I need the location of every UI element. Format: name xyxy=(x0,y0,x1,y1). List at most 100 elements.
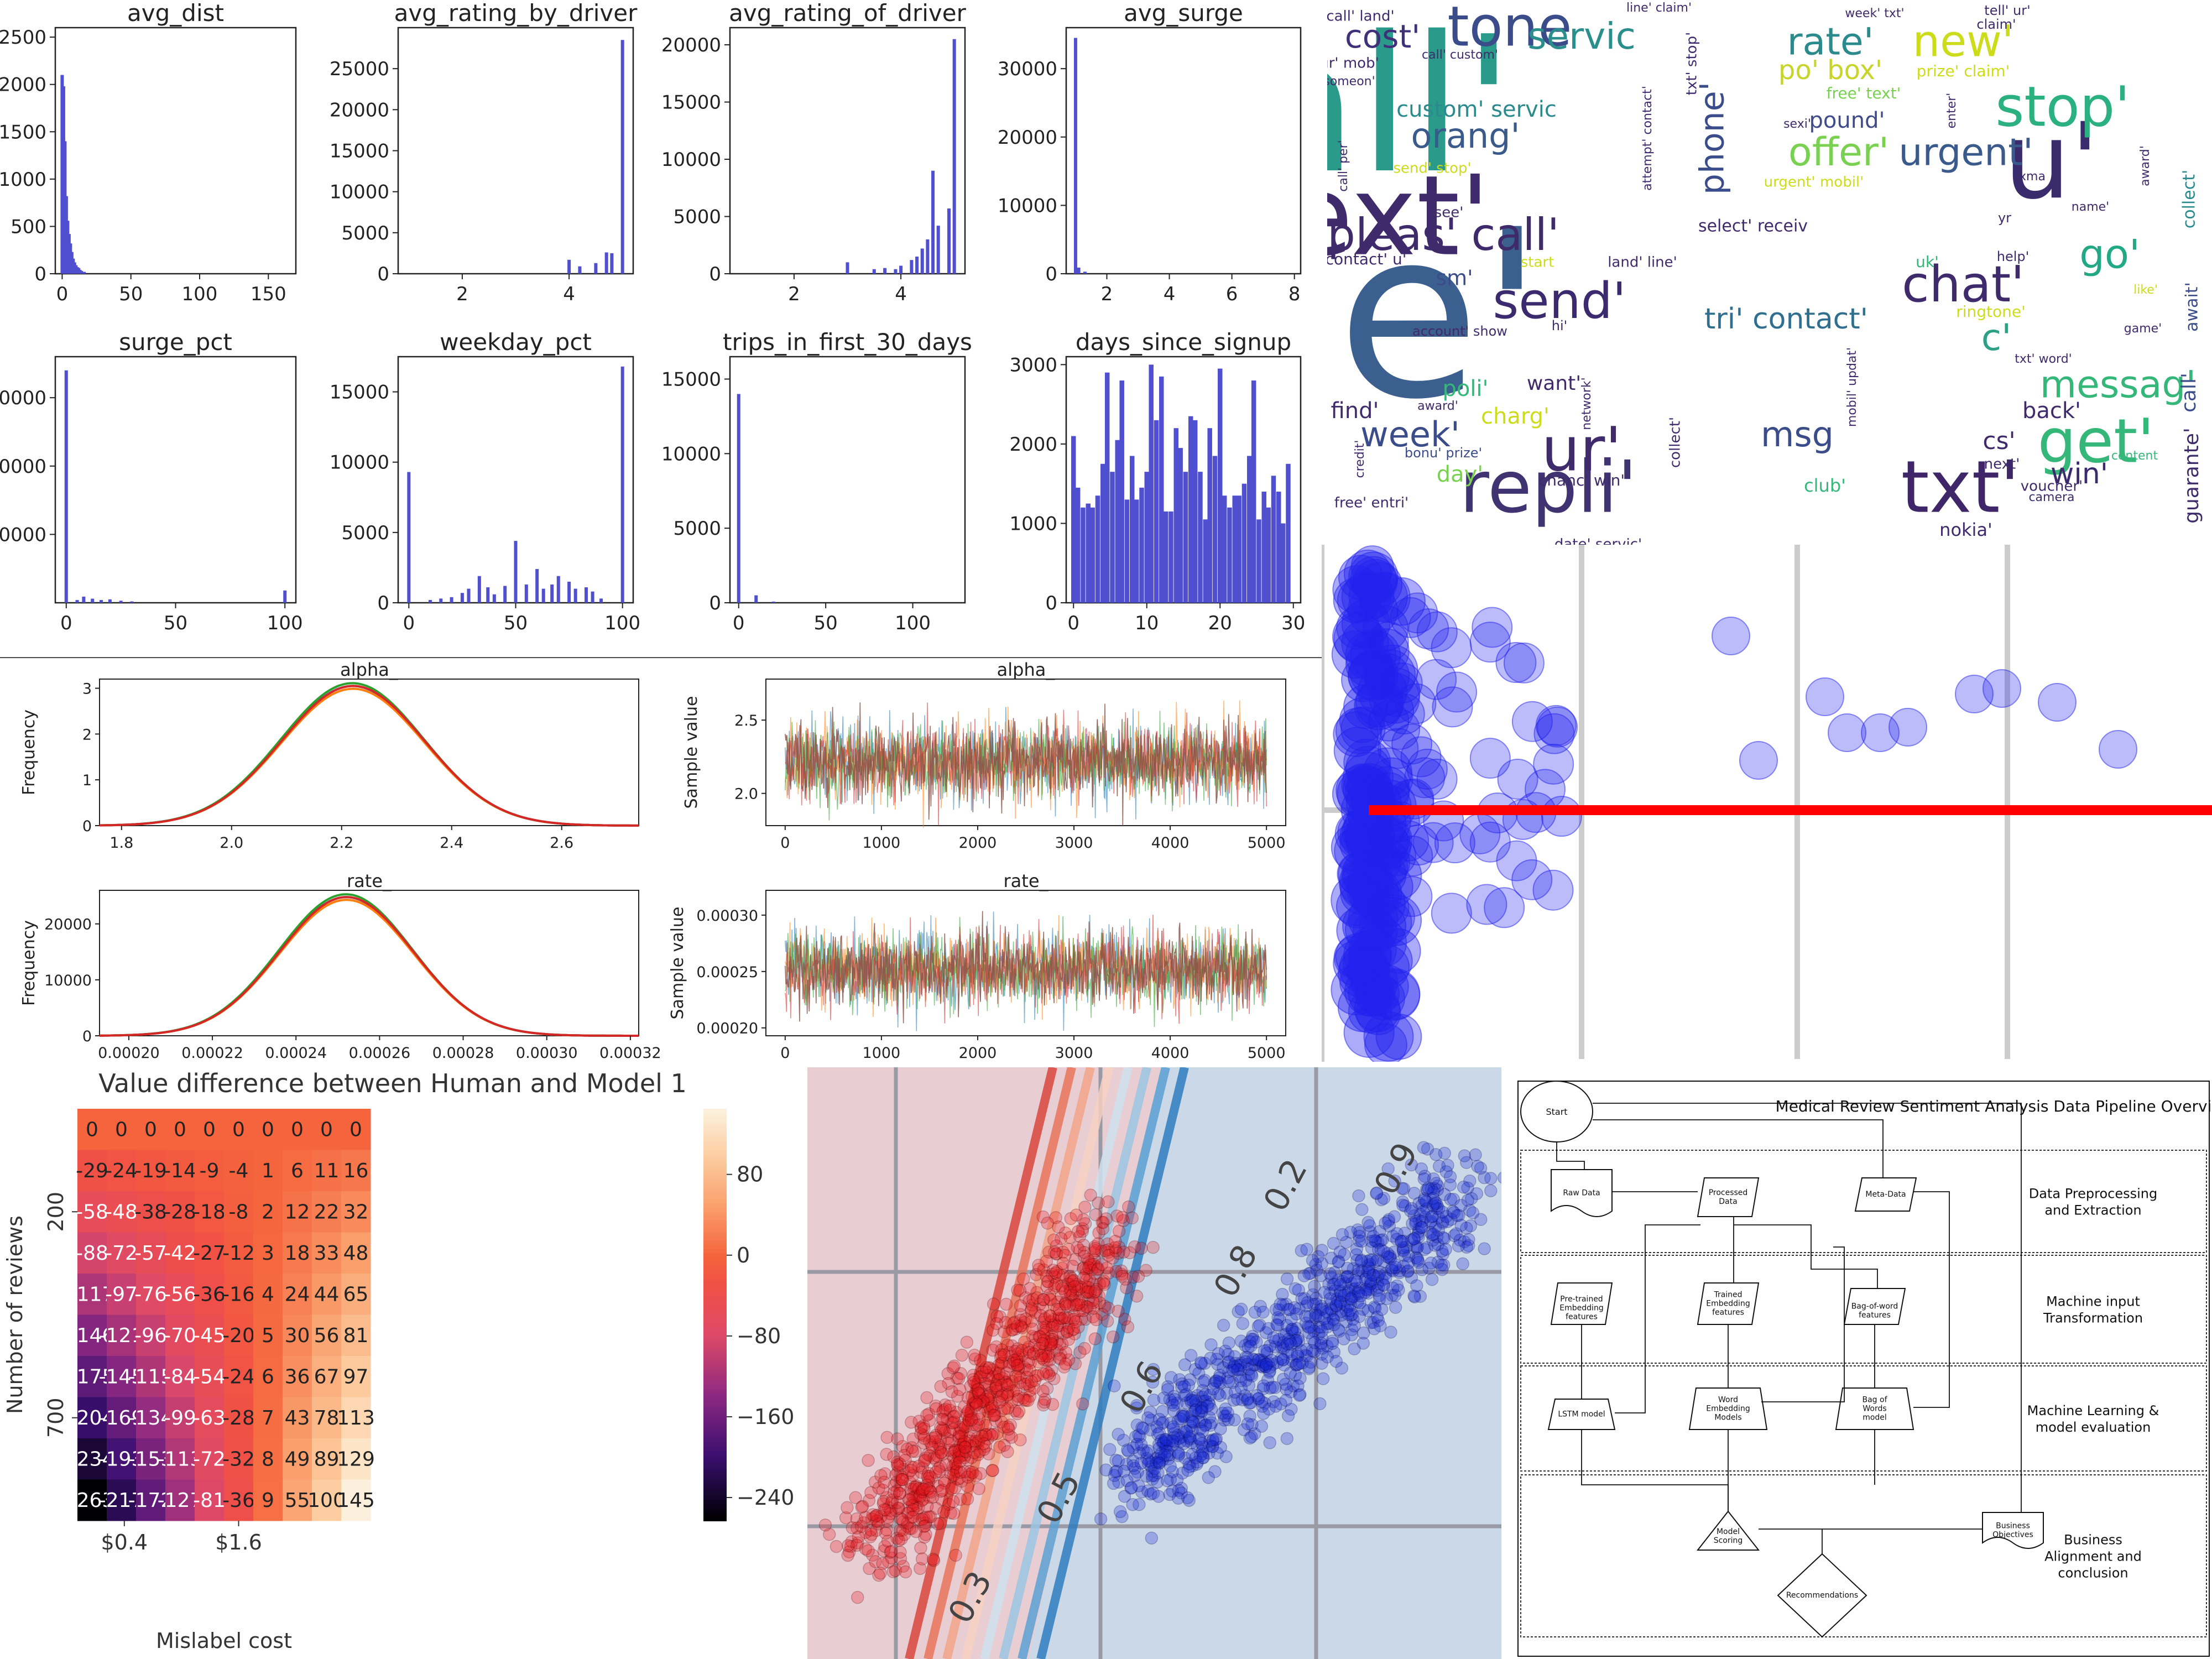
class-1-point xyxy=(1389,1301,1402,1314)
class-1-point xyxy=(1167,1404,1181,1417)
word-cloud-word: want' xyxy=(1527,372,1581,395)
class-0-point xyxy=(1099,1244,1112,1258)
heatmap-cell-label: 0 xyxy=(86,1118,98,1141)
class-1-point xyxy=(1291,1347,1304,1360)
class-1-point xyxy=(1267,1331,1280,1344)
class-0-point xyxy=(1065,1284,1078,1297)
class-0-point xyxy=(929,1399,942,1413)
lstm-model-node xyxy=(1547,1399,1616,1430)
histogram-bar xyxy=(1241,483,1247,603)
class-1-point xyxy=(1112,1427,1125,1441)
class-1-point xyxy=(1248,1353,1261,1366)
decision-boundary-plot: 0.2 0.90.80.60.50.3 xyxy=(807,1067,1501,1659)
class-1-point xyxy=(1373,1289,1386,1302)
histogram-title: avg_rating_of_driver xyxy=(729,0,966,27)
class-1-point xyxy=(1159,1433,1173,1447)
class-0-point xyxy=(1048,1270,1061,1284)
class-1-point xyxy=(1279,1378,1292,1391)
class-1-point xyxy=(1314,1337,1328,1350)
histogram-bar xyxy=(883,268,887,274)
bubble xyxy=(1739,741,1778,780)
class-0-point xyxy=(1056,1245,1070,1259)
class-0-point xyxy=(938,1477,951,1490)
class-1-point xyxy=(1141,1484,1155,1498)
class-1-point xyxy=(1344,1292,1358,1306)
colorbar-segment xyxy=(703,1318,727,1324)
class-1-point xyxy=(1347,1282,1360,1296)
class-0-point xyxy=(957,1418,970,1432)
class-1-point xyxy=(1246,1333,1260,1346)
class-0-point xyxy=(1079,1273,1093,1287)
class-0-point xyxy=(1011,1284,1024,1297)
class-1-point xyxy=(1336,1275,1350,1288)
class-0-point xyxy=(864,1486,878,1499)
class-0-point xyxy=(1062,1353,1076,1366)
class-0-point xyxy=(887,1450,900,1464)
class-0-point xyxy=(967,1375,981,1389)
y-tick-label: 200 xyxy=(44,1192,68,1232)
word-cloud-word: credit' xyxy=(1353,440,1367,478)
class-0-point xyxy=(1082,1281,1095,1294)
class-0-point xyxy=(1001,1388,1015,1401)
class-0-point xyxy=(922,1481,936,1495)
model-scoring-node xyxy=(1696,1510,1760,1551)
class-0-point xyxy=(905,1511,918,1524)
heatmap-cell-label: 8 xyxy=(262,1448,274,1470)
class-1-point xyxy=(1308,1307,1322,1320)
probability-contour xyxy=(1036,1067,1189,1659)
class-1-point xyxy=(1210,1374,1223,1387)
class-1-point xyxy=(1228,1413,1241,1427)
bubble xyxy=(1469,738,1511,779)
colorbar-segment xyxy=(703,1121,727,1126)
class-1-point xyxy=(1302,1326,1316,1339)
class-0-point xyxy=(995,1389,1008,1402)
class-1-point xyxy=(1256,1305,1270,1319)
class-1-point xyxy=(1390,1279,1404,1293)
class-0-point xyxy=(1045,1267,1059,1281)
class-1-point xyxy=(1327,1237,1340,1250)
histogram-bar xyxy=(894,269,898,274)
class-0-point xyxy=(900,1442,914,1456)
class-0-point xyxy=(994,1357,1008,1370)
heatmap-cell xyxy=(253,1150,283,1192)
class-1-point xyxy=(1321,1350,1334,1364)
class-0-point xyxy=(952,1443,966,1457)
y-axis-label: Frequency xyxy=(19,709,39,795)
class-0-point xyxy=(972,1387,985,1400)
class-0-point xyxy=(950,1465,964,1478)
class-1-point xyxy=(1227,1359,1240,1373)
histogram-bar xyxy=(910,260,914,274)
class-0-point xyxy=(1000,1389,1014,1402)
class-0-point xyxy=(1022,1345,1036,1359)
class-1-point xyxy=(1335,1288,1348,1302)
bubble xyxy=(1378,728,1419,769)
word-embedding-models-node-label: Models xyxy=(1714,1413,1741,1422)
word-cloud-word: free' xyxy=(1327,180,1544,451)
x-tick-label: 5000 xyxy=(1248,1045,1286,1062)
heatmap-cell xyxy=(136,1109,166,1150)
class-1-point xyxy=(1361,1286,1375,1300)
class-0-point xyxy=(927,1554,941,1567)
class-1-point xyxy=(1333,1245,1347,1259)
class-1-point xyxy=(1307,1324,1321,1338)
class-1-point xyxy=(1316,1302,1329,1316)
class-1-point xyxy=(1154,1447,1168,1460)
bubble xyxy=(1338,555,1384,601)
histogram-bar xyxy=(100,600,103,603)
class-1-point xyxy=(1213,1375,1226,1389)
heatmap-cell xyxy=(195,1397,225,1439)
bubble xyxy=(1431,893,1472,934)
class-1-point xyxy=(1276,1298,1290,1312)
class-0-point xyxy=(1069,1253,1082,1266)
class-0-point xyxy=(960,1335,974,1349)
class-0-point xyxy=(957,1437,970,1451)
class-0-point xyxy=(983,1379,997,1392)
class-0-point xyxy=(915,1494,928,1507)
class-1-point xyxy=(1447,1206,1461,1219)
class-0-point xyxy=(885,1496,899,1509)
colorbar-segment xyxy=(703,1380,727,1386)
class-0-point xyxy=(896,1515,910,1528)
class-1-point xyxy=(1197,1395,1210,1408)
class-0-point xyxy=(903,1475,917,1489)
class-1-point xyxy=(1152,1426,1166,1439)
